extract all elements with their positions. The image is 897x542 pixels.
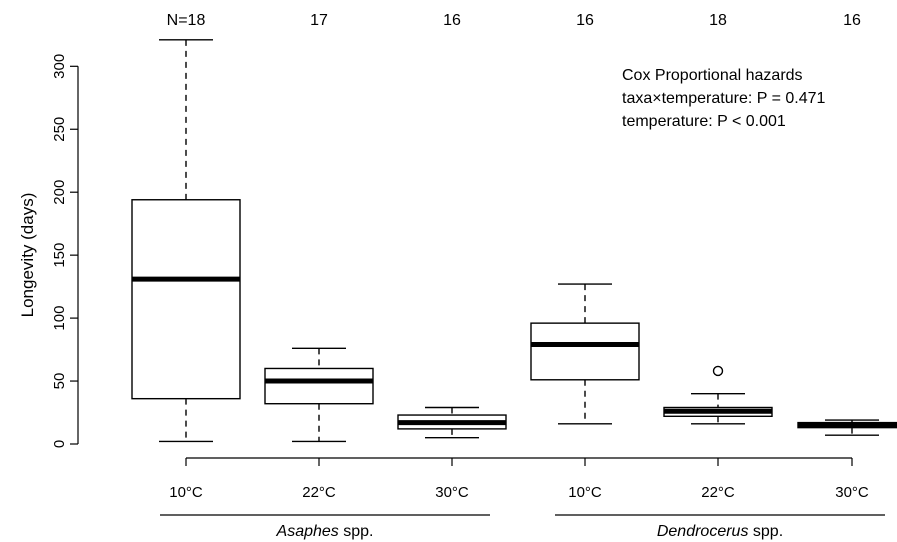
y-tick-label: 100 xyxy=(51,306,68,331)
x-tick-label: 30°C xyxy=(835,484,869,501)
n-label: 17 xyxy=(310,12,328,29)
box-1 xyxy=(131,39,241,443)
x-tick-label: 22°C xyxy=(701,484,735,501)
y-axis-label: Longevity (days) xyxy=(18,193,37,318)
stats-annotation: Cox Proportional hazards taxa×temperature… xyxy=(622,67,826,130)
box-5 xyxy=(663,365,773,425)
box-6 xyxy=(797,419,897,436)
y-tick-label: 150 xyxy=(51,243,68,268)
group-genus: Asaphes xyxy=(276,523,339,540)
x-tick-label: 10°C xyxy=(568,484,602,501)
y-tick-label: 0 xyxy=(51,440,68,448)
y-tick-label: 300 xyxy=(51,54,68,79)
annotation-line: taxa×temperature: P = 0.471 xyxy=(622,90,826,107)
iqr-box xyxy=(131,199,241,400)
group-label: Asaphes spp. xyxy=(276,523,374,540)
x-axis: 10°C 22°C 30°C 10°C 22°C 30°C xyxy=(169,457,869,501)
box-4 xyxy=(530,283,640,425)
n-label: 18 xyxy=(709,12,727,29)
sample-size-labels: N=18 17 16 16 18 16 xyxy=(167,12,861,29)
n-label: 16 xyxy=(576,12,594,29)
x-tick-label: 22°C xyxy=(302,484,336,501)
group-suffix: spp. xyxy=(339,523,374,540)
iqr-box xyxy=(264,367,374,405)
annotation-line: temperature: P < 0.001 xyxy=(622,113,786,130)
box-2 xyxy=(264,347,374,443)
group-labels: Asaphes spp. Dendrocerus spp. xyxy=(160,514,885,540)
n-label: 16 xyxy=(443,12,461,29)
iqr-box xyxy=(530,322,640,381)
y-axis: 0 50 100 150 200 250 300 xyxy=(51,54,79,448)
y-tick-label: 250 xyxy=(51,117,68,142)
n-label: 16 xyxy=(843,12,861,29)
y-tick-label: 50 xyxy=(51,373,68,390)
box-3 xyxy=(397,406,507,439)
boxes xyxy=(131,39,897,443)
group-suffix: spp. xyxy=(748,523,783,540)
outlier-point xyxy=(712,365,724,377)
x-tick-label: 30°C xyxy=(435,484,469,501)
group-genus: Dendrocerus xyxy=(657,523,749,540)
n-label: N=18 xyxy=(167,12,206,29)
y-tick-label: 200 xyxy=(51,180,68,205)
annotation-line: Cox Proportional hazards xyxy=(622,67,803,84)
group-label: Dendrocerus spp. xyxy=(657,523,783,540)
x-tick-label: 10°C xyxy=(169,484,203,501)
